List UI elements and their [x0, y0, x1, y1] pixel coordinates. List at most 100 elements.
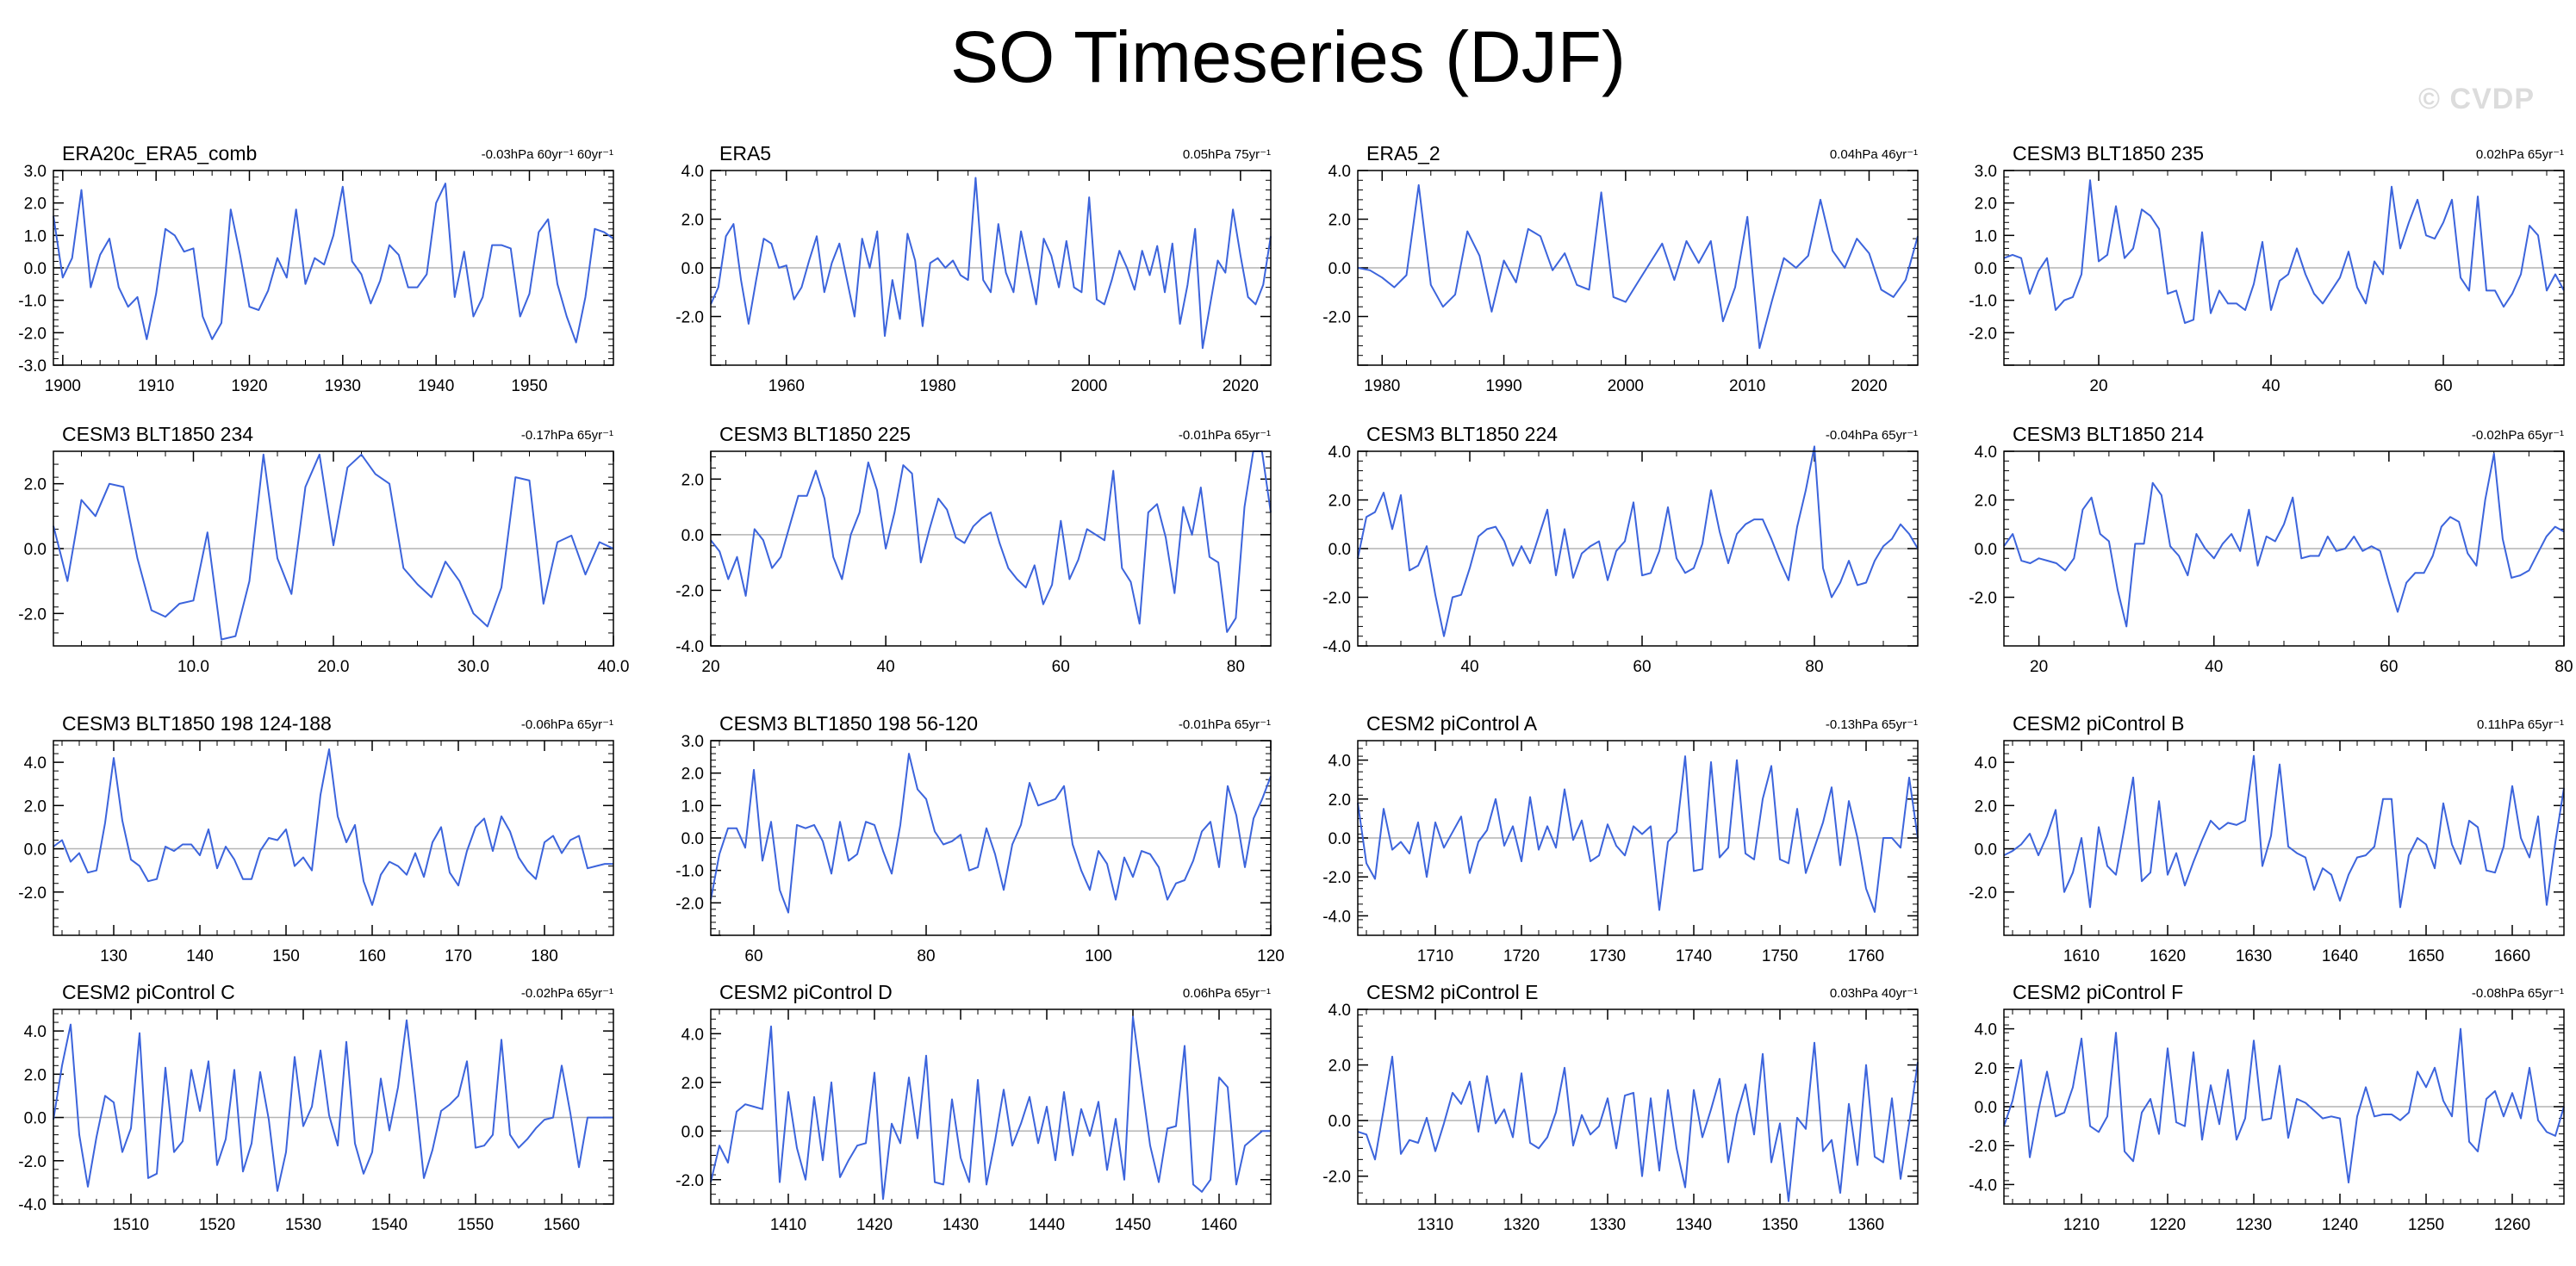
x-tick-label: 1980: [919, 377, 955, 395]
y-tick-label: 2.0: [1328, 493, 1351, 511]
x-tick-label: 1340: [1676, 1216, 1712, 1234]
x-tick-label: 1760: [1848, 947, 1884, 965]
series-line: [53, 183, 614, 344]
y-tick-label: -2.0: [1969, 1138, 1997, 1156]
y-tick-label: 1.0: [24, 227, 47, 245]
x-tick-label: 1750: [1762, 947, 1798, 965]
timeseries-panel: ERA5 0.05hPa 75yr⁻¹ -2.0 0.0 2.0 4.0 1960 1980 2…: [675, 142, 1272, 395]
x-tick-label: 40: [877, 658, 895, 676]
y-tick-label: 2.0: [681, 212, 704, 230]
timeseries-panel: CESM2 piControl C -0.02hPa 65yr⁻¹ -4.0 -2.0…: [18, 981, 614, 1234]
plot-frame: [1357, 740, 1919, 936]
plot-frame: [1357, 170, 1919, 366]
y-tick-label: 2.0: [24, 476, 47, 494]
cvdp-watermark: © CVDP: [2418, 83, 2535, 115]
y-tick-label: 0.0: [1975, 1099, 1997, 1117]
panel-trend: -0.03hPa 60yr⁻¹ 60yr⁻¹: [482, 147, 613, 162]
x-tick-label: 1660: [2494, 947, 2530, 965]
timeseries-panel: CESM2 piControl F -0.08hPa 65yr⁻¹ -4.0 -2.0…: [1969, 981, 2565, 1234]
y-tick-label: 1.0: [1975, 227, 1997, 245]
plot-frame: [710, 170, 1272, 366]
series-line: [710, 1015, 1271, 1201]
series-line: [710, 753, 1272, 914]
plot-frame: [1357, 1008, 1919, 1205]
panel-trend: -0.08hPa 65yr⁻¹: [2472, 986, 2564, 1001]
x-tick-label: 80: [1805, 658, 1823, 676]
y-tick-label: -2.0: [1969, 325, 1997, 343]
y-tick-label: 0.0: [681, 830, 704, 848]
x-tick-label: 1460: [1201, 1216, 1237, 1234]
y-tick-label: -3.0: [18, 357, 47, 375]
panel-title: CESM2 piControl D: [719, 981, 893, 1003]
series-line: [710, 177, 1272, 350]
x-tick-label: 180: [531, 947, 558, 965]
panel-title: CESM2 piControl B: [2013, 712, 2184, 735]
panel-trend: 0.05hPa 75yr⁻¹: [1183, 147, 1271, 162]
panel-title: ERA20c_ERA5_comb: [62, 142, 257, 164]
timeseries-panel: CESM2 piControl E 0.03hPa 40yr⁻¹ -2.0 0.0 2.…: [1322, 981, 1919, 1234]
y-tick-label: 2.0: [1975, 493, 1997, 511]
plot-frame: [2003, 170, 2565, 366]
x-tick-label: 1740: [1676, 947, 1712, 965]
panel-title: CESM3 BLT1850 225: [719, 423, 911, 445]
plot-frame: [710, 450, 1272, 647]
y-tick-label: -2.0: [675, 309, 704, 327]
x-tick-label: 150: [272, 947, 300, 965]
x-tick-label: 1360: [1848, 1216, 1884, 1234]
panel-trend: 0.11hPa 65yr⁻¹: [2477, 717, 2564, 732]
y-tick-label: 2.0: [1975, 195, 1997, 214]
y-tick-label: 2.0: [24, 195, 47, 214]
timeseries-panel: CESM2 piControl A -0.13hPa 65yr⁻¹ -4.0 -2.0…: [1322, 712, 1919, 965]
x-tick-label: 20: [2030, 658, 2048, 676]
timeseries-panel: CESM3 BLT1850 198 124-188 -0.06hPa 65yr⁻¹…: [18, 712, 614, 965]
x-tick-label: 60: [744, 947, 762, 965]
y-tick-label: -2.0: [18, 605, 47, 624]
panel-title: ERA5_2: [1366, 142, 1440, 164]
y-tick-label: -1.0: [1969, 293, 1997, 311]
x-tick-label: 1960: [768, 377, 805, 395]
y-tick-label: 0.0: [1975, 841, 1997, 860]
x-tick-label: 1950: [511, 377, 547, 395]
plot-frame: [53, 170, 614, 366]
x-tick-label: 1730: [1590, 947, 1626, 965]
panel-trend: -0.01hPa 65yr⁻¹: [1179, 717, 1271, 732]
plot-frame: [710, 740, 1272, 936]
x-tick-label: 1220: [2150, 1216, 2186, 1234]
timeseries-panel: ERA20c_ERA5_comb -0.03hPa 60yr⁻¹ 60yr⁻¹ -3…: [18, 142, 614, 395]
series-line: [1357, 445, 1919, 637]
y-tick-label: -2.0: [675, 1172, 704, 1190]
x-tick-label: 170: [445, 947, 472, 965]
x-tick-label: 1940: [418, 377, 454, 395]
series-line: [2003, 452, 2565, 628]
x-tick-label: 100: [1085, 947, 1112, 965]
panel-title: CESM3 BLT1850 214: [2013, 423, 2204, 445]
y-tick-label: 0.0: [24, 260, 47, 278]
panel-trend: -0.13hPa 65yr⁻¹: [1826, 717, 1918, 732]
timeseries-panel: CESM3 BLT1850 234 -0.17hPa 65yr⁻¹ -2.0 0.0 2…: [18, 423, 629, 676]
x-tick-label: 140: [186, 947, 214, 965]
x-tick-label: 1430: [943, 1216, 979, 1234]
x-tick-label: 40: [1460, 658, 1478, 676]
plot-frame: [710, 1008, 1272, 1205]
y-tick-label: 4.0: [1328, 444, 1351, 462]
series-line: [2003, 179, 2565, 324]
y-tick-label: 0.0: [24, 1110, 47, 1128]
x-tick-label: 40: [2262, 377, 2280, 395]
y-tick-label: 4.0: [1975, 754, 1997, 773]
timeseries-panel: CESM3 BLT1850 225 -0.01hPa 65yr⁻¹ -4.0 -2.0…: [675, 423, 1272, 676]
plot-frame: [1357, 450, 1919, 647]
y-tick-label: -4.0: [1322, 638, 1351, 656]
x-tick-label: 1640: [2322, 947, 2358, 965]
y-tick-label: 0.0: [1328, 260, 1351, 278]
panel-trend: -0.02hPa 65yr⁻¹: [521, 986, 613, 1001]
y-tick-label: -2.0: [1322, 869, 1351, 887]
panel-trend: 0.04hPa 46yr⁻¹: [1830, 147, 1918, 162]
y-tick-label: -1.0: [18, 293, 47, 311]
x-tick-label: 60: [2380, 658, 2398, 676]
x-tick-label: 120: [1257, 947, 1285, 965]
y-tick-label: 0.0: [1328, 541, 1351, 559]
x-tick-label: 2020: [1851, 377, 1887, 395]
y-tick-label: -1.0: [675, 863, 704, 881]
plot-frame: [53, 450, 614, 647]
timeseries-panel: ERA5_2 0.04hPa 46yr⁻¹ -2.0 0.0 2.0 4.0 1980 199…: [1322, 142, 1919, 395]
